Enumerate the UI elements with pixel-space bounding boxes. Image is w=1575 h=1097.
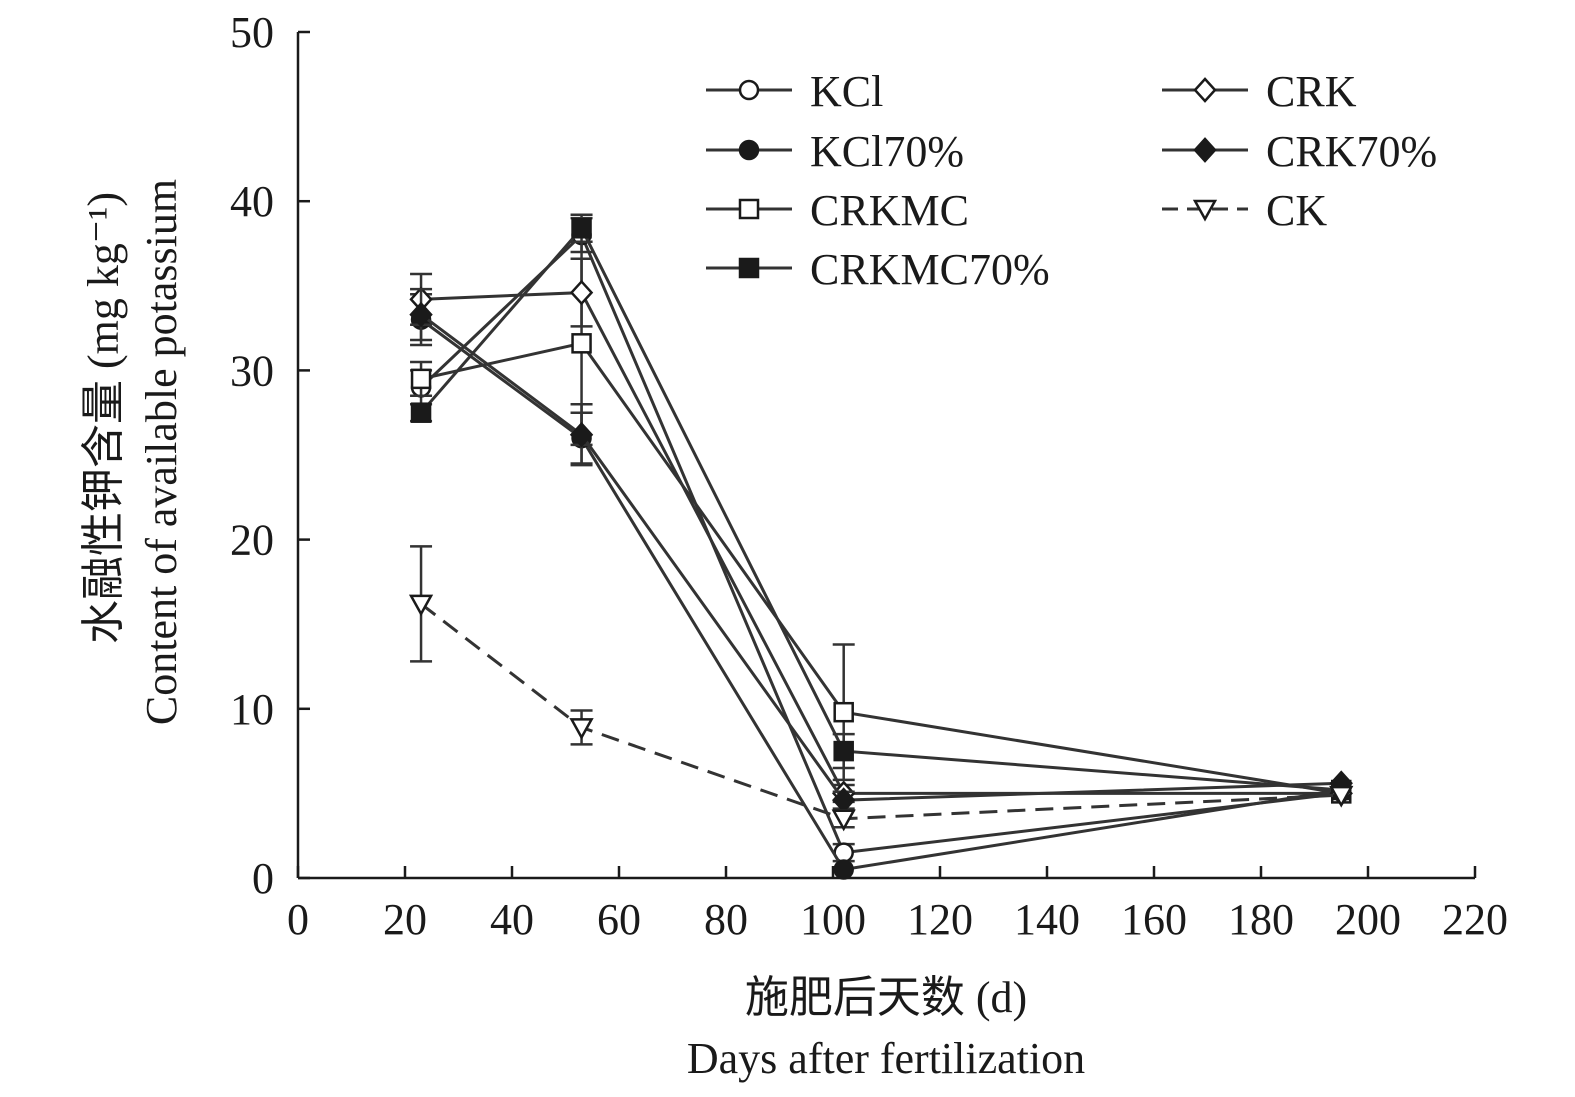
x-tick-label: 100 <box>800 895 866 944</box>
data-point <box>409 301 433 328</box>
series-crk70pct <box>409 287 1353 814</box>
legend-marker <box>1193 77 1217 103</box>
legend-marker <box>1192 199 1218 222</box>
legend-item-crk70pct: CRK70% <box>1162 127 1437 176</box>
legend-marker <box>738 257 760 279</box>
y-tick-label: 0 <box>252 854 274 903</box>
legend: KCl KCl70% CRKMC CRKMC70% CRK CRK70% CK <box>706 67 1437 294</box>
y-tick-label: 30 <box>230 346 274 395</box>
legend-item-kcl70pct: KCl70% <box>706 127 964 176</box>
data-point <box>410 402 432 423</box>
data-point <box>1329 785 1354 808</box>
y-tick-label: 40 <box>230 177 274 226</box>
data-point <box>569 421 594 448</box>
x-tick-label: 180 <box>1228 895 1294 944</box>
y-axis-title-cn: 水融性钾含量 (mg kg⁻¹) <box>79 192 128 644</box>
axes <box>296 32 1475 880</box>
x-axis-title-en: Days after fertilization <box>687 1034 1085 1083</box>
series-kcl70pct <box>410 293 1352 880</box>
x-axis-title-cn: 施肥后天数 (d) <box>745 973 1027 1022</box>
x-tick-label: 40 <box>490 895 534 944</box>
series-ck <box>408 545 1354 832</box>
legend-item-crk: CRK <box>1162 67 1357 116</box>
data-point <box>833 859 854 880</box>
x-tick-label: 200 <box>1335 895 1401 944</box>
data-point <box>571 218 592 239</box>
legend-label: CK <box>1266 186 1327 235</box>
x-tick-label: 20 <box>383 895 427 944</box>
legend-item-crkmc70pct: CRKMC70% <box>706 245 1050 294</box>
x-tick-label: 60 <box>597 895 641 944</box>
x-tick-label: 80 <box>704 895 748 944</box>
legend-label: CRKMC <box>810 186 969 235</box>
legend-marker <box>1193 137 1217 163</box>
data-point <box>408 594 434 617</box>
series-crkmc <box>410 240 1352 804</box>
legend-item-crkmc: CRKMC <box>706 186 969 235</box>
legend-item-kcl: KCl <box>706 67 883 116</box>
y-tick-label: 50 <box>230 8 274 57</box>
data-point <box>410 368 432 390</box>
data-point <box>569 279 594 306</box>
series-crkmc70pct <box>410 213 1352 801</box>
series-kcl <box>410 216 1352 863</box>
series-line <box>420 341 1342 795</box>
data-point <box>833 701 854 723</box>
x-tick-label: 220 <box>1442 895 1508 944</box>
series-line <box>420 318 1342 872</box>
series-line <box>419 225 1342 792</box>
data-point <box>569 718 594 740</box>
series-line <box>420 232 1342 855</box>
legend-marker <box>738 139 760 161</box>
legend-label: CRKMC70% <box>810 245 1050 294</box>
x-tick-label: 160 <box>1121 895 1187 944</box>
legend-label: CRK <box>1266 67 1357 116</box>
legend-marker <box>738 79 760 101</box>
ticks: 0 20 40 60 80 100 120 140 160 180 200 220 0 10 20 30 40 5… <box>230 8 1508 944</box>
y-axis-title-en: Content of available potassium <box>137 179 186 725</box>
legend-item-ck: CK <box>1162 186 1327 235</box>
x-tick-label: 120 <box>907 895 973 944</box>
legend-label: KCl <box>810 67 883 116</box>
x-tick-label: 140 <box>1014 895 1080 944</box>
legend-label: CRK70% <box>1266 127 1437 176</box>
series-line <box>420 602 1342 821</box>
data-point <box>571 333 592 354</box>
series-crk <box>409 257 1353 807</box>
series-group <box>408 213 1354 880</box>
data-point <box>833 740 854 762</box>
data-point <box>831 809 856 832</box>
y-tick-label: 20 <box>230 516 274 565</box>
x-tick-label: 0 <box>287 895 309 944</box>
series-line <box>420 291 1342 795</box>
legend-label: KCl70% <box>810 127 964 176</box>
series-line <box>420 313 1342 802</box>
y-tick-label: 10 <box>230 685 274 734</box>
legend-marker <box>738 198 760 220</box>
